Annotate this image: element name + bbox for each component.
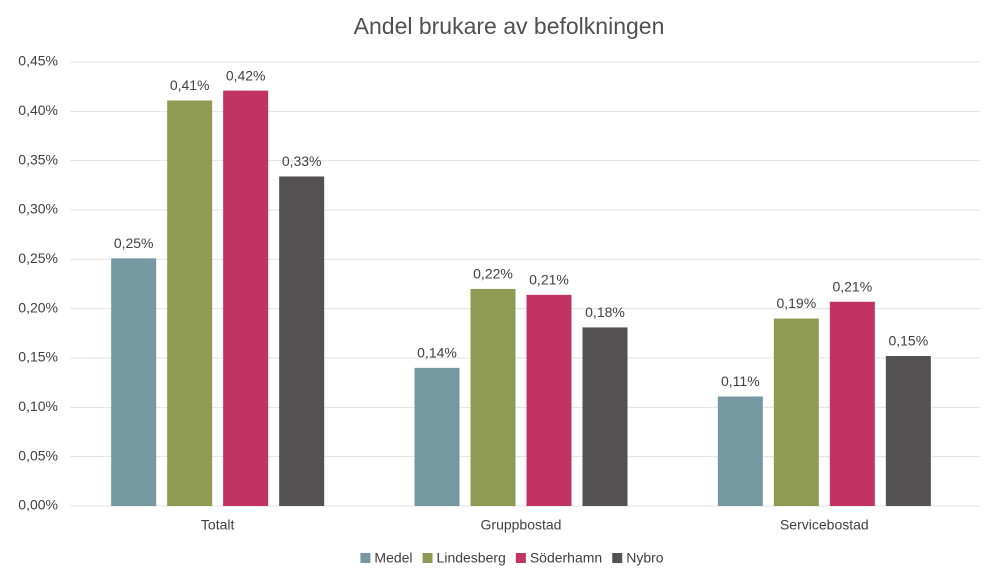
data-label: 0,11% <box>721 373 760 389</box>
data-label: 0,42% <box>226 67 266 83</box>
bar <box>582 327 628 506</box>
chart-title: Andel brukare av befolkningen <box>354 13 665 39</box>
bar <box>470 288 516 506</box>
bar <box>223 90 269 506</box>
data-label: 0,18% <box>585 304 625 320</box>
y-tick-label: 0,05% <box>18 447 58 463</box>
data-label: 0,25% <box>114 235 154 251</box>
legend-swatch <box>422 553 433 563</box>
legend-label: Lindesberg <box>437 550 506 566</box>
data-label: 0,21% <box>529 272 569 288</box>
data-label: 0,22% <box>473 266 513 282</box>
bar <box>279 176 325 506</box>
bar <box>717 396 763 506</box>
bar <box>167 100 213 506</box>
data-label: 0,21% <box>832 278 872 294</box>
y-tick-label: 0,25% <box>18 250 58 266</box>
y-tick-label: 0,45% <box>18 53 58 69</box>
legend-label: Söderhamn <box>530 550 602 566</box>
bar <box>829 301 875 506</box>
legend-swatch <box>515 553 526 563</box>
bar <box>111 258 157 506</box>
y-tick-label: 0,40% <box>18 102 58 118</box>
y-tick-label: 0,10% <box>18 398 58 414</box>
legend-label: Medel <box>374 550 412 566</box>
legend-label: Nybro <box>626 550 664 566</box>
bar <box>773 318 819 506</box>
y-tick-label: 0,00% <box>18 497 58 513</box>
bar <box>885 356 931 506</box>
data-label: 0,19% <box>776 295 816 311</box>
y-tick-label: 0,30% <box>18 201 58 217</box>
data-label: 0,33% <box>282 153 322 169</box>
data-label: 0,41% <box>170 77 210 93</box>
legend-swatch <box>360 553 371 563</box>
bar <box>414 367 460 506</box>
x-tick-label: Gruppbostad <box>481 517 562 533</box>
data-label: 0,14% <box>417 345 457 361</box>
y-tick-label: 0,20% <box>18 299 58 315</box>
x-tick-label: Servicebostad <box>780 517 869 533</box>
data-label: 0,15% <box>888 333 928 349</box>
bar <box>526 294 572 506</box>
legend-swatch <box>612 553 623 563</box>
y-tick-label: 0,35% <box>18 151 58 167</box>
y-tick-label: 0,15% <box>18 349 58 365</box>
x-tick-label: Totalt <box>201 517 235 533</box>
